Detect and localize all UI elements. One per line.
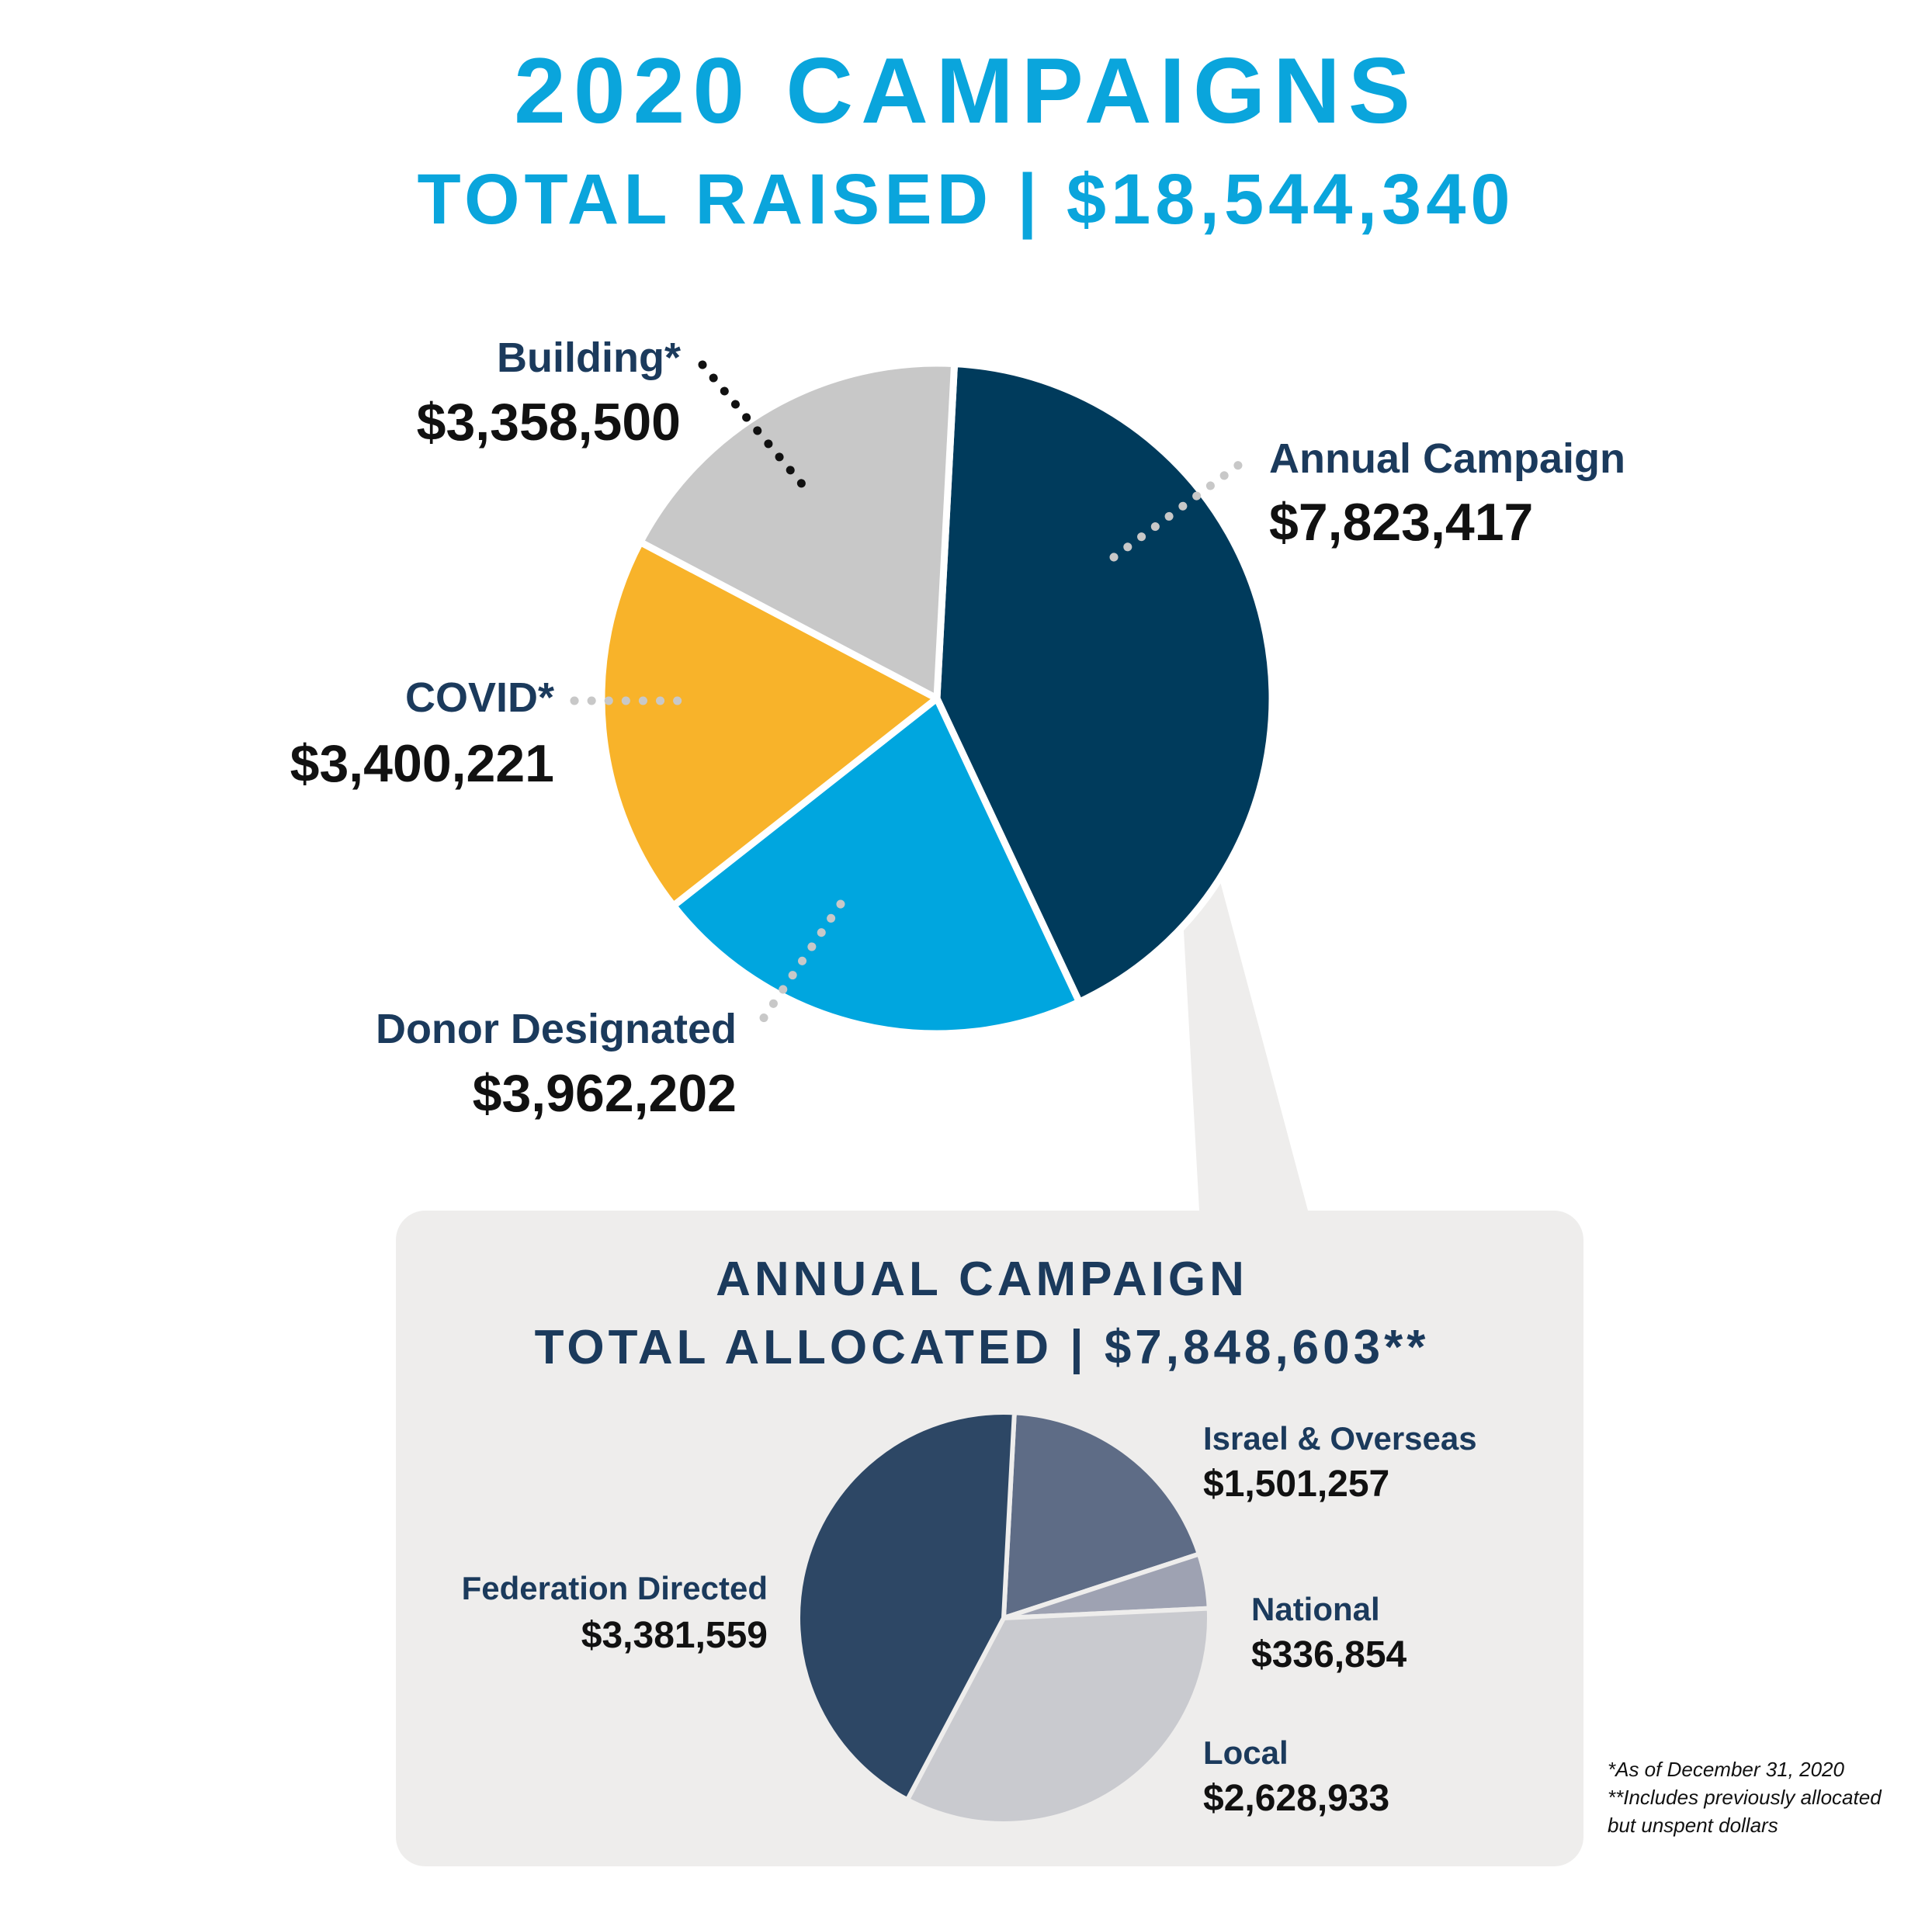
covid-value: $3,400,221 xyxy=(290,734,554,793)
building-leader xyxy=(698,360,812,495)
main-pie-chart xyxy=(598,359,1276,1038)
alloc-federation-directed-slice xyxy=(796,1409,1017,1803)
donor-designated-value: $3,962,202 xyxy=(472,1064,737,1123)
alloc-israel-overseas-slice xyxy=(1001,1410,1202,1620)
page-title: 2020 CAMPAIGNS xyxy=(514,39,1418,143)
footnote-2: **Includes previously allocated xyxy=(1608,1786,1882,1809)
callout-title: ANNUAL CAMPAIGN TOTAL ALLOCATED | $7,848… xyxy=(388,1246,1576,1382)
israel-overseas-value: $1,501,257 xyxy=(1203,1464,1390,1505)
national-value: $336,854 xyxy=(1251,1634,1407,1675)
covid-label: COVID* xyxy=(404,674,554,721)
main-covid-slice xyxy=(598,539,941,909)
donor-designated-label: Donor Designated xyxy=(375,1006,737,1052)
federation-directed-label: Federation Directed xyxy=(461,1570,768,1606)
annual-campaign-label: Annual Campaign xyxy=(1269,435,1626,482)
local-value: $2,628,933 xyxy=(1203,1778,1390,1819)
annual-campaign-value: $7,823,417 xyxy=(1269,493,1534,552)
callout-title-line2: TOTAL ALLOCATED | $7,848,603** xyxy=(534,1321,1430,1374)
callout-connector xyxy=(1180,861,1308,1211)
footnotes: *As of December 31, 2020 **Includes prev… xyxy=(1608,1755,1882,1839)
footnote-3: but unspent dollars xyxy=(1608,1814,1778,1837)
callout-title-line1: ANNUAL CAMPAIGN xyxy=(716,1253,1248,1306)
footnote-1: *As of December 31, 2020 xyxy=(1608,1758,1844,1781)
building-value: $3,358,500 xyxy=(416,393,681,452)
allocation-pie-chart xyxy=(796,1409,1212,1826)
annual-campaign-leader xyxy=(1109,453,1253,562)
national-label: National xyxy=(1251,1591,1380,1627)
page-subtitle: TOTAL RAISED | $18,544,340 xyxy=(417,160,1515,239)
israel-overseas-label: Israel & Overseas xyxy=(1203,1420,1477,1457)
local-label: Local xyxy=(1203,1734,1289,1771)
building-label: Building* xyxy=(497,334,681,381)
main-annual-campaign-slice xyxy=(933,360,1276,1006)
main-donor-designated-slice xyxy=(670,695,1083,1038)
federation-directed-value: $3,381,559 xyxy=(581,1615,768,1656)
main-building-slice xyxy=(636,359,959,702)
alloc-local-slice xyxy=(905,1606,1212,1826)
